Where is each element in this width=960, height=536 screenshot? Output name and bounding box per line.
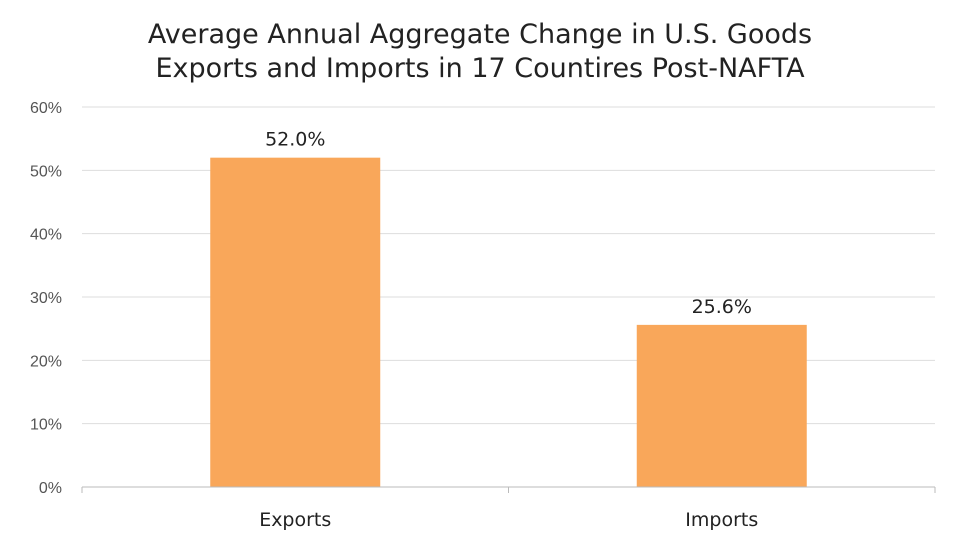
- y-tick-label: 30%: [30, 290, 62, 307]
- data-labels: 52.0% 25.6%: [265, 129, 752, 318]
- data-label: 52.0%: [265, 129, 325, 151]
- y-axis-ticks: 0% 10% 20% 30% 40% 50% 60%: [30, 100, 62, 497]
- x-category-label: Imports: [685, 509, 758, 531]
- gridlines: [82, 106, 935, 425]
- chart-title: Average Annual Aggregate Change in U.S. …: [0, 18, 960, 86]
- y-tick-label: 0%: [39, 480, 62, 497]
- y-tick-label: 20%: [30, 353, 62, 370]
- data-label: 25.6%: [692, 296, 752, 318]
- chart-title-line-2: Exports and Imports in 17 Countires Post…: [155, 53, 805, 84]
- x-axis: [81, 486, 936, 493]
- y-tick-label: 50%: [30, 163, 62, 180]
- y-tick-label: 60%: [30, 100, 62, 117]
- y-tick-label: 40%: [30, 227, 62, 244]
- bars: [210, 157, 807, 487]
- bar-imports: [636, 324, 807, 487]
- x-category-label: Exports: [259, 509, 331, 531]
- chart-title-line-1: Average Annual Aggregate Change in U.S. …: [147, 19, 813, 50]
- bar-exports: [210, 157, 381, 487]
- x-axis-categories: Exports Imports: [259, 509, 758, 531]
- y-tick-label: 10%: [30, 417, 62, 434]
